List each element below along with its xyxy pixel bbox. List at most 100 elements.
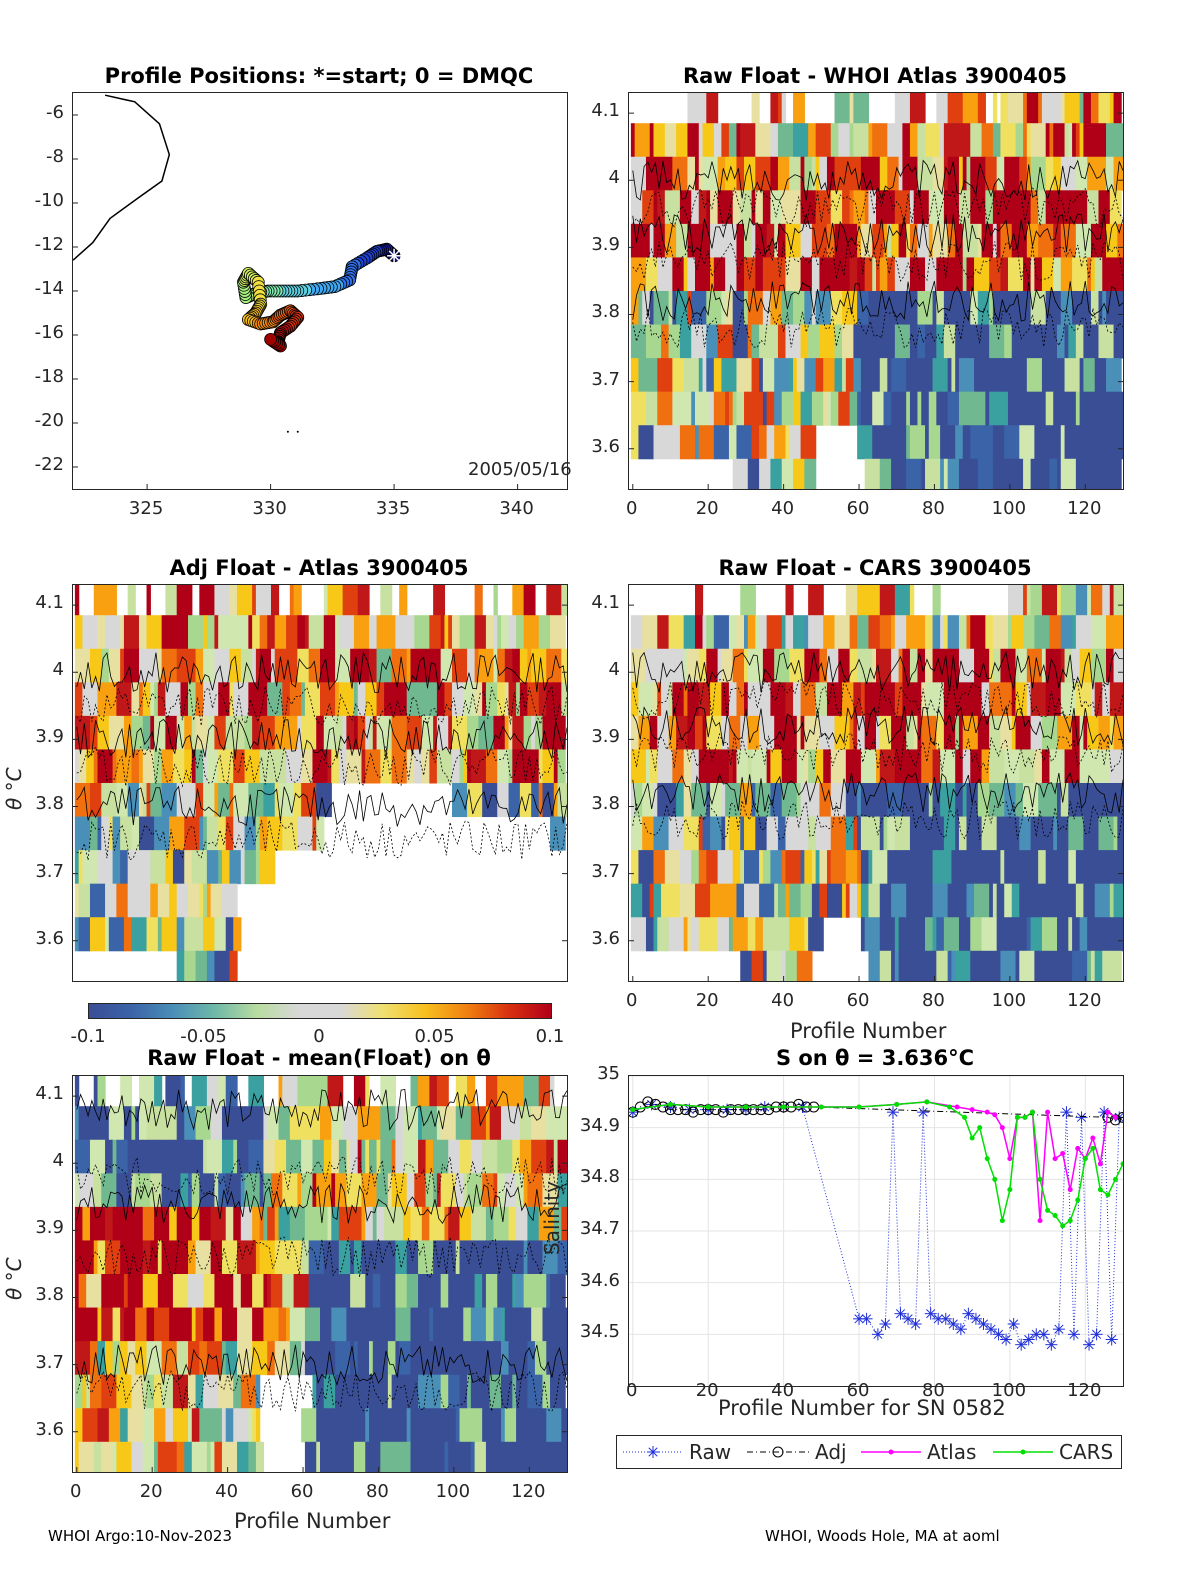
heat-cell — [845, 783, 858, 818]
heat-cell — [744, 156, 756, 191]
cars-marker — [1097, 1187, 1103, 1193]
heat-cell — [74, 783, 91, 818]
raw-marker — [894, 1307, 907, 1320]
heat-cell — [172, 1139, 185, 1174]
heat-cell — [376, 1240, 389, 1275]
heat-cell — [252, 585, 257, 616]
salinity-xtick: 40 — [771, 1380, 795, 1401]
heat-cell — [1090, 257, 1096, 292]
heat-cell — [519, 783, 532, 818]
heat-cell — [482, 1374, 491, 1409]
heat-cell — [240, 1274, 253, 1309]
heat-cell — [989, 291, 994, 326]
heat-cell — [800, 156, 805, 191]
heat-cell — [981, 324, 990, 359]
heat-cell — [512, 715, 525, 750]
heat-cell — [1030, 257, 1035, 292]
heat-cell — [1098, 156, 1107, 191]
heat-cell — [710, 190, 719, 225]
heat-cell — [1034, 615, 1051, 650]
heat-cell — [966, 850, 983, 885]
heat-cell — [1000, 850, 1005, 885]
heat-cell — [668, 223, 677, 258]
raw_cars-ytick: 3.8 — [591, 793, 620, 815]
heat-cell — [131, 715, 144, 750]
heat-cell — [436, 1106, 442, 1141]
heat-cell — [970, 291, 979, 326]
heat-cell — [199, 585, 216, 616]
heat-cell — [676, 223, 689, 258]
heat-cell — [1004, 682, 1013, 717]
heat-cell — [365, 1139, 370, 1174]
heat-cell — [1045, 391, 1054, 426]
heat-cell — [1113, 816, 1118, 851]
heat-cell — [357, 1106, 374, 1141]
heat-cell — [962, 223, 979, 258]
heat-cell — [740, 850, 745, 885]
adj-marker — [747, 1104, 759, 1116]
heat-cell — [369, 648, 378, 683]
contour-line — [76, 1183, 567, 1225]
heat-cell — [1053, 425, 1058, 460]
heat-cell — [691, 783, 707, 818]
heat-cell — [259, 615, 268, 650]
heat-cell — [1109, 715, 1115, 750]
heat-cell — [199, 816, 204, 851]
heat-cell — [721, 648, 734, 683]
heat-cell — [940, 682, 945, 717]
heat-cell — [668, 615, 677, 650]
heat-cell — [485, 1206, 495, 1241]
heat-cell — [218, 850, 223, 885]
heat-cell — [154, 749, 163, 784]
heat-cell — [668, 425, 681, 460]
heat-cell — [406, 648, 412, 683]
heat-cell — [508, 783, 521, 818]
heat-cell — [93, 749, 99, 784]
heat-cell — [116, 1139, 129, 1174]
heat-cell — [1030, 917, 1043, 952]
heat-cell — [406, 1240, 412, 1275]
heat-cell — [974, 749, 983, 784]
heat-cell — [444, 615, 449, 650]
heat-cell — [214, 715, 227, 750]
heat-cell — [860, 850, 870, 885]
heat-cell — [206, 1341, 223, 1376]
heat-cell — [255, 1240, 261, 1275]
heat-cell — [943, 123, 960, 158]
heat-cell — [887, 156, 900, 191]
heat-cell — [214, 1274, 231, 1309]
heat-cell — [664, 783, 677, 818]
heat-cell — [410, 1341, 419, 1376]
heat-cell — [523, 1274, 536, 1309]
heat-cell — [649, 223, 655, 258]
heat-cell — [527, 1173, 544, 1208]
heat-cell — [789, 358, 794, 393]
heat-cell — [154, 1307, 170, 1342]
heat-cell — [184, 950, 197, 981]
heat-cell — [561, 682, 567, 717]
heat-cell — [199, 1341, 208, 1376]
heat-cell — [410, 1307, 415, 1342]
heat-cell — [770, 257, 787, 292]
heat-cell — [365, 715, 370, 750]
heat-cell — [713, 749, 719, 784]
heat-cell — [917, 850, 934, 885]
heat-cell — [849, 123, 854, 158]
heat-cell — [89, 648, 102, 683]
heat-cell — [459, 1139, 472, 1174]
heat-cell — [826, 883, 843, 918]
heat-cell — [323, 1374, 336, 1409]
heat-cell — [1094, 682, 1103, 717]
heat-cell — [455, 1240, 461, 1275]
heat-cell — [410, 1408, 427, 1443]
heat-cell — [561, 1206, 567, 1241]
heat-cell — [74, 883, 80, 918]
heat-cell — [297, 648, 310, 683]
heat-cell — [146, 917, 159, 952]
heat-cell — [1060, 648, 1066, 683]
heat-cell — [653, 682, 658, 717]
heat-cell — [872, 223, 885, 258]
heat-cell — [985, 615, 994, 650]
heat-cell — [766, 749, 772, 784]
heat-cell — [1007, 391, 1017, 426]
